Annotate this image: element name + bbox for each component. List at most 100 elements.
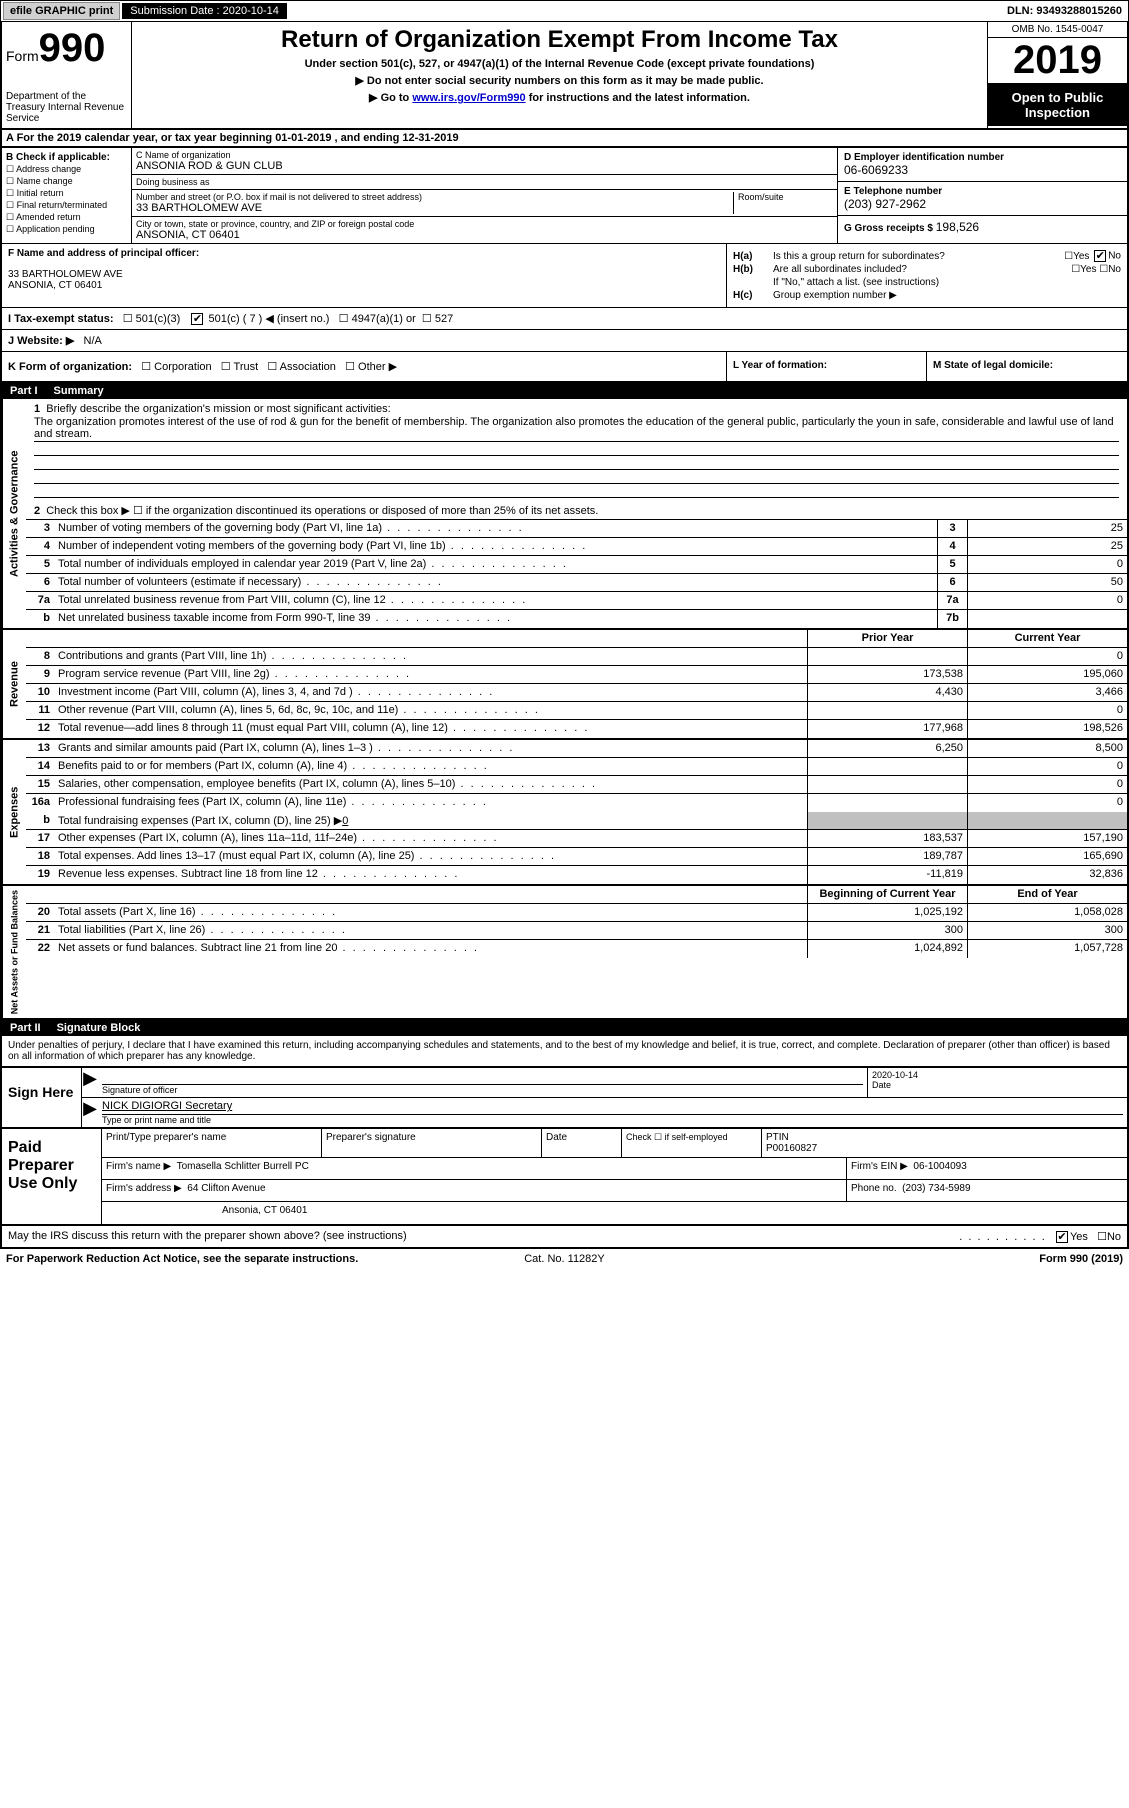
mission-blank1 [34, 442, 1119, 456]
prep-date-label: Date [542, 1129, 622, 1157]
row-num: 12 [26, 720, 54, 738]
ptin-value: P00160827 [766, 1143, 1123, 1154]
officer-addr2: ANSONIA, CT 06401 [8, 280, 720, 291]
check-application-pending[interactable]: ☐ Application pending [6, 224, 127, 235]
check-final-return[interactable]: ☐ Final return/terminated [6, 200, 127, 211]
row-label: Contributions and grants (Part VIII, lin… [54, 648, 807, 665]
ha-label: H(a) [733, 251, 773, 262]
check-address-change[interactable]: ☐ Address change [6, 164, 127, 175]
row-label: Benefits paid to or for members (Part IX… [54, 758, 807, 775]
current-year-header: Current Year [967, 630, 1127, 647]
row-label: Total expenses. Add lines 13–17 (must eq… [54, 848, 807, 865]
self-employed-check[interactable]: Check ☐ if self-employed [622, 1129, 762, 1157]
check-initial-return[interactable]: ☐ Initial return [6, 188, 127, 199]
row-num: 18 [26, 848, 54, 865]
row-label: Revenue less expenses. Subtract line 18 … [54, 866, 807, 884]
tax-501c3[interactable]: ☐ 501(c)(3) [123, 313, 181, 325]
officer-signature[interactable] [102, 1070, 863, 1084]
row-box: 7a [937, 592, 967, 609]
open-public-badge: Open to Public Inspection [988, 84, 1127, 126]
row-label: Grants and similar amounts paid (Part IX… [54, 740, 807, 757]
irs-link[interactable]: www.irs.gov/Form990 [412, 92, 525, 104]
hc-label: H(c) [733, 290, 773, 301]
addr-value: 33 BARTHOLOMEW AVE [136, 202, 733, 214]
row-num: 15 [26, 776, 54, 793]
check-amended-return[interactable]: ☐ Amended return [6, 212, 127, 223]
ha-no[interactable]: No [1092, 250, 1121, 262]
dept-label: Department of the Treasury Internal Reve… [6, 91, 127, 124]
tax-4947[interactable]: ☐ 4947(a)(1) or [339, 313, 416, 325]
row-i: I Tax-exempt status: ☐ 501(c)(3) 501(c) … [0, 307, 1129, 329]
row-num: 11 [26, 702, 54, 719]
hb-text: Are all subordinates included? [773, 264, 1071, 275]
ein-label: D Employer identification number [844, 152, 1121, 163]
current-value: 1,058,028 [967, 904, 1127, 921]
prior-value: 189,787 [807, 848, 967, 865]
summary-row: 18 Total expenses. Add lines 13–17 (must… [26, 848, 1127, 866]
sig-arrow-icon-2: ▶ [82, 1098, 98, 1127]
efile-button[interactable]: efile GRAPHIC print [3, 2, 120, 20]
k-assoc[interactable]: ☐ Association [267, 361, 336, 373]
k-corp[interactable]: ☐ Corporation [141, 361, 211, 373]
side-expenses: Expenses [2, 740, 26, 884]
k-trust[interactable]: ☐ Trust [221, 361, 258, 373]
row-num: 13 [26, 740, 54, 757]
box-d: D Employer identification number 06-6069… [837, 148, 1127, 243]
top-bar: efile GRAPHIC print Submission Date : 20… [0, 0, 1129, 22]
addr-label: Number and street (or P.O. box if mail i… [136, 192, 733, 202]
summary-revenue: Revenue Prior Year Current Year 8 Contri… [0, 630, 1129, 740]
row-num: 16a [26, 794, 54, 812]
prep-name-label: Print/Type preparer's name [102, 1129, 322, 1157]
current-value: 157,190 [967, 830, 1127, 847]
summary-row: 19 Revenue less expenses. Subtract line … [26, 866, 1127, 884]
paid-preparer-block: Paid Preparer Use Only Print/Type prepar… [0, 1129, 1129, 1226]
row-num: 7a [26, 592, 54, 609]
ha-text: Is this a group return for subordinates? [773, 251, 1064, 262]
side-net: Net Assets or Fund Balances [2, 886, 26, 1018]
prior-year-header: Prior Year [807, 630, 967, 647]
current-value: 165,690 [967, 848, 1127, 865]
room-label: Room/suite [738, 192, 833, 202]
tax-501c[interactable]: 501(c) ( 7 ) ◀ (insert no.) [189, 313, 329, 325]
prior-value [807, 702, 967, 719]
row-num: 9 [26, 666, 54, 683]
prior-value: 177,968 [807, 720, 967, 738]
discuss-yes[interactable]: Yes [1054, 1231, 1088, 1243]
row-label: Number of voting members of the governin… [54, 520, 937, 537]
discuss-no[interactable]: ☐No [1097, 1231, 1121, 1243]
box-f: F Name and address of principal officer:… [2, 244, 727, 307]
sig-date-label: Date [872, 1080, 1123, 1090]
firm-addr1: 64 Clifton Avenue [187, 1183, 265, 1194]
form-title: Return of Organization Exempt From Incom… [136, 26, 983, 54]
row-label: Other revenue (Part VIII, column (A), li… [54, 702, 807, 719]
summary-row: 4 Number of independent voting members o… [26, 538, 1127, 556]
declaration-text: Under penalties of perjury, I declare th… [0, 1036, 1129, 1068]
tax-527[interactable]: ☐ 527 [422, 313, 453, 325]
part2-header: Part II Signature Block [0, 1020, 1129, 1036]
officer-addr1: 33 BARTHOLOMEW AVE [8, 269, 720, 280]
prior-value [807, 776, 967, 793]
ha-yes[interactable]: ☐Yes [1064, 251, 1089, 262]
gross-label: G Gross receipts $ [844, 223, 933, 234]
form-label: Form [6, 48, 39, 64]
k-other[interactable]: ☐ Other ▶ [345, 361, 397, 373]
gross-value: 198,526 [936, 220, 979, 234]
check-name-change[interactable]: ☐ Name change [6, 176, 127, 187]
row-box: 6 [937, 574, 967, 591]
row-box: 4 [937, 538, 967, 555]
row-label: Number of independent voting members of … [54, 538, 937, 555]
footer: For Paperwork Reduction Act Notice, see … [0, 1249, 1129, 1269]
row-label: Total liabilities (Part X, line 26) [54, 922, 807, 939]
hb-yes[interactable]: ☐Yes [1071, 264, 1096, 275]
box-l: L Year of formation: [727, 352, 927, 381]
current-value: 300 [967, 922, 1127, 939]
line2-text: Check this box ▶ ☐ if the organization d… [46, 505, 598, 517]
hb-no[interactable]: ☐No [1099, 264, 1121, 275]
prior-value [807, 794, 967, 812]
header-left: Form990 Department of the Treasury Inter… [2, 22, 132, 128]
summary-row: 3 Number of voting members of the govern… [26, 520, 1127, 538]
row-value: 50 [967, 574, 1127, 591]
row-num: 4 [26, 538, 54, 555]
summary-row: 17 Other expenses (Part IX, column (A), … [26, 830, 1127, 848]
row-label: Net unrelated business taxable income fr… [54, 610, 937, 628]
